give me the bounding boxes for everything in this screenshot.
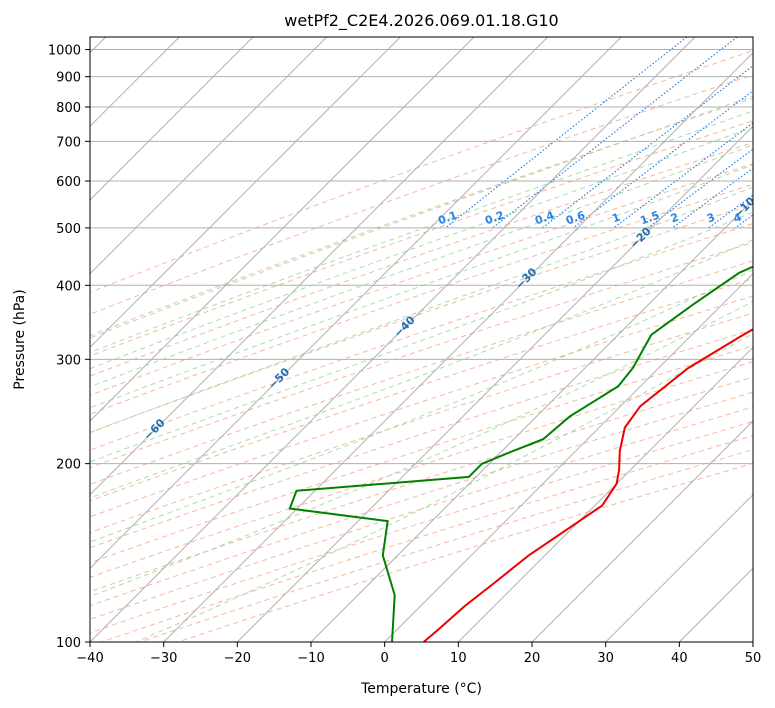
y-tick-label: 300 [56,353,81,368]
temperature-line [423,328,753,642]
moist-adiabat-line [90,95,753,339]
isobars [90,49,753,642]
x-tick-label: −40 [76,651,103,666]
y-axis-label: Pressure (hPa) [12,289,28,389]
x-tick-label: −30 [150,651,177,666]
mixing-ratio-line [542,65,753,229]
mixing-ratio-line [492,37,738,229]
isotherm-line [90,37,328,275]
mixing-ratio-label: 2 [669,211,681,226]
dry-adiabat-line [90,74,753,315]
x-axis: −40 −30 −20 −10 0 10 20 30 40 50 [76,642,761,666]
mixing-ratio-label: 0.4 [533,208,556,227]
y-tick-label: 500 [56,222,81,237]
y-tick-label: 700 [56,135,81,150]
mixing-ratio-line [445,37,688,229]
isotherm-line [457,346,753,642]
y-tick-label: 800 [56,101,81,116]
mixing-ratio-label: 4 [732,210,744,225]
isotherm-line [384,272,753,642]
isotherm-line [236,125,753,642]
mixing-ratio-label: 0.2 [483,209,506,228]
isotherm-line [90,37,401,349]
x-tick-label: 40 [671,651,688,666]
dewpoint-line [288,265,753,642]
isotherm-line [163,51,753,642]
dry-adiabat-line [90,295,753,518]
mixing-ratio-lines [445,37,753,229]
dry-adiabat-line [90,50,753,293]
mixing-ratio-label: 0.1 [436,209,459,228]
mixing-ratio-label: 1.5 [638,209,661,228]
y-tick-label: 100 [56,636,81,651]
y-tick-label: 400 [56,279,81,294]
isotherm-line [90,37,696,642]
isotherm-line [605,493,753,642]
isotherm-line [90,37,475,422]
moist-adiabat-line [90,186,753,434]
dry-adiabat-line [90,376,753,593]
x-tick-label: 20 [524,651,541,666]
x-tick-label: 30 [597,651,614,666]
y-axis: 100 200 300 400 500 600 700 800 900 1000 [48,44,90,651]
x-tick-label: −10 [297,651,324,666]
mixing-ratio-label: 3 [705,211,717,226]
dry-adiabat-line [90,391,753,607]
dry-adiabat-line [90,345,753,564]
isotherm-line [531,420,753,642]
profiles [288,265,753,642]
mixing-ratio-line [613,122,753,229]
isotherm-line [90,37,549,496]
isotherms [90,37,753,642]
x-tick-label: 10 [450,651,467,666]
isotherm-line [310,199,753,642]
isotherm-line [90,37,254,201]
background-lines [90,37,753,642]
moist-adiabat-line [90,300,753,597]
x-tick-label: 50 [745,651,762,666]
dry-adiabat-line [90,183,753,415]
y-tick-label: 600 [56,175,81,190]
x-tick-label: −20 [224,651,251,666]
x-tick-label: 0 [381,651,389,666]
dry-adiabat-line [90,329,753,549]
moist-adiabat-line [90,126,753,370]
y-tick-label: 1000 [48,44,81,59]
y-tick-label: 200 [56,458,81,473]
plot-frame [89,36,754,643]
mixing-ratio-label: 0.6 [564,208,587,227]
dry-adiabat-line [90,241,753,469]
mixing-ratio-line [672,167,753,229]
isotherm-line [90,37,622,570]
moist-adiabat-line [90,211,753,463]
dry-adiabat-line [90,97,753,337]
chart-title: wetPf2_C2E4.2026.069.01.18.G10 [284,11,558,31]
dry-adiabat-line [90,163,753,396]
x-axis-label: Temperature (°C) [360,681,482,697]
mixing-ratio-label: 1 [610,211,622,226]
y-tick-label: 900 [56,71,81,86]
moist-adiabats [90,95,753,642]
dry-adiabat-line [90,142,753,377]
